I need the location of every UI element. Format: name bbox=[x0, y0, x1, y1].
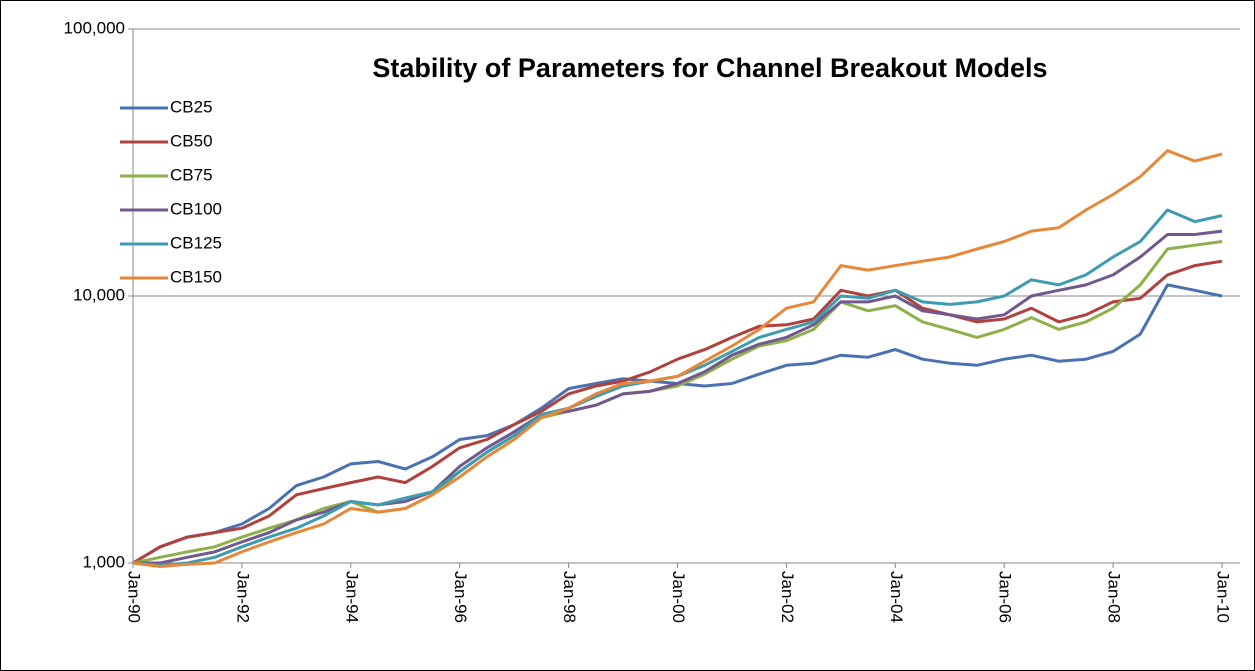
legend-label: CB75 bbox=[170, 165, 213, 184]
legend-label: CB50 bbox=[170, 131, 213, 150]
x-tick-label: Jan-92 bbox=[233, 571, 252, 623]
x-tick-label: Jan-00 bbox=[669, 571, 688, 623]
series-line bbox=[132, 149, 1223, 568]
x-tick-label: Jan-10 bbox=[1214, 571, 1233, 623]
x-tick-label: Jan-90 bbox=[125, 571, 144, 623]
y-tick-label: 10,000 bbox=[73, 285, 125, 304]
x-tick-label: Jan-08 bbox=[1105, 571, 1124, 623]
y-tick-label: 1,000 bbox=[82, 552, 125, 571]
series-line bbox=[132, 240, 1223, 565]
x-tick-label: Jan-02 bbox=[778, 571, 797, 623]
legend-label: CB150 bbox=[170, 267, 222, 286]
series-line bbox=[133, 229, 1223, 565]
legend-label: CB125 bbox=[170, 233, 222, 252]
chart-title: Stability of Parameters for Channel Brea… bbox=[372, 53, 1047, 83]
y-tick-label: 100,000 bbox=[64, 18, 125, 37]
x-tick-label: Jan-04 bbox=[887, 571, 906, 623]
x-tick-label: Jan-94 bbox=[342, 571, 361, 623]
series-line bbox=[132, 259, 1223, 565]
x-tick-label: Jan-98 bbox=[560, 571, 579, 623]
legend-label: CB25 bbox=[170, 97, 213, 116]
legend-label: CB100 bbox=[170, 199, 222, 218]
x-tick-label: Jan-96 bbox=[451, 571, 470, 623]
x-tick-label: Jan-06 bbox=[996, 571, 1015, 623]
